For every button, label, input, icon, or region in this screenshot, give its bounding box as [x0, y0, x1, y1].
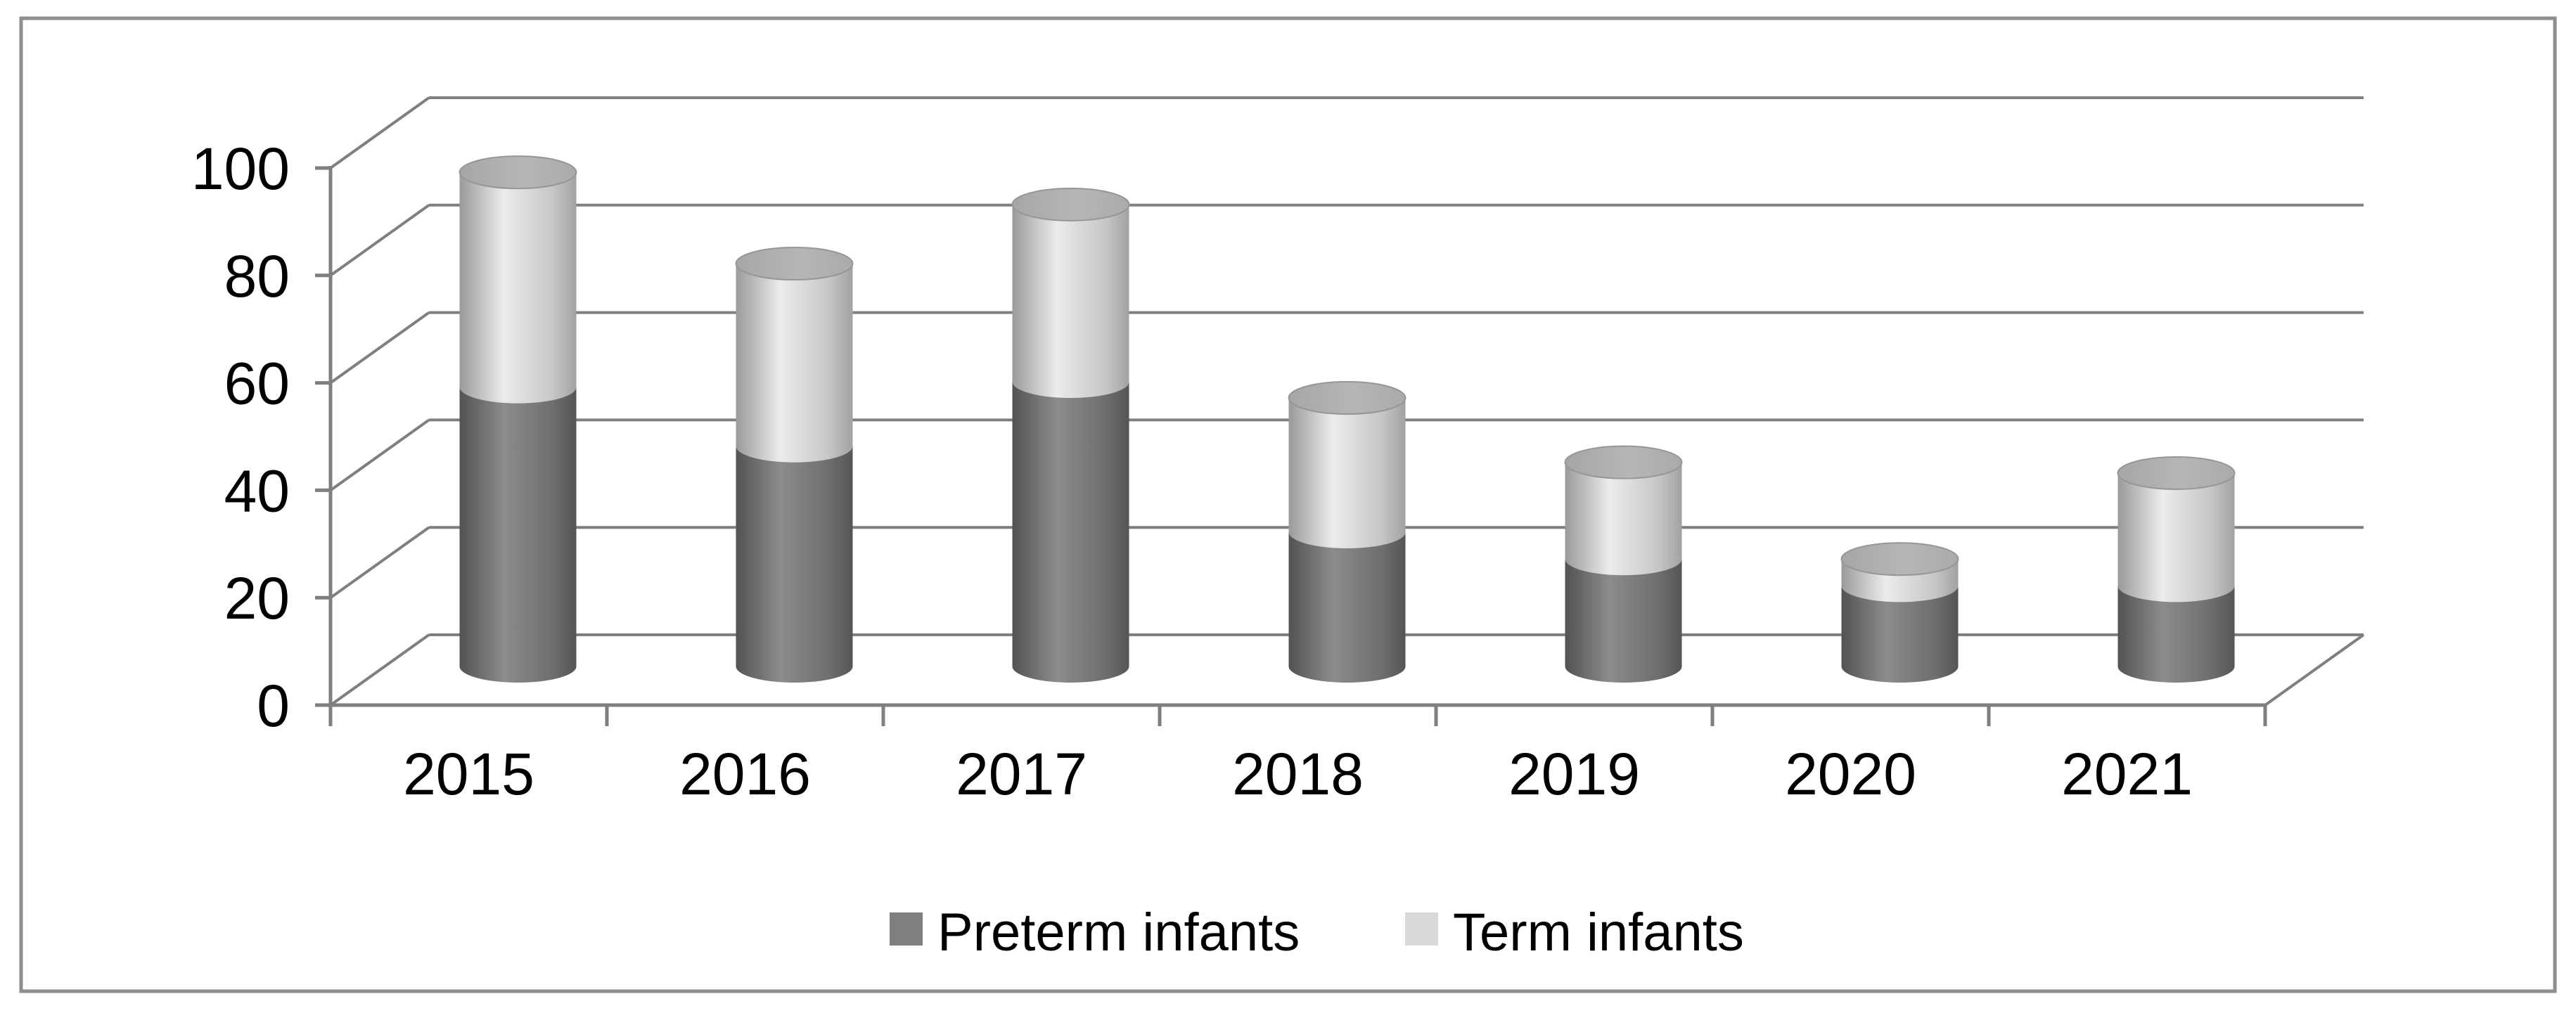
bar-2021-preterm-segment	[2117, 586, 2235, 683]
bar-2021-term-segment	[2117, 472, 2235, 602]
y-axis-label-20: 20	[224, 565, 290, 631]
bar-2019-preterm-segment	[1565, 559, 1682, 683]
legend-label-term: Term infants	[1453, 903, 1744, 962]
x-axis-label-2017: 2017	[956, 741, 1087, 807]
y-axis-label-60: 60	[224, 351, 290, 417]
bar-2017-term-segment	[1012, 204, 1129, 399]
gridline-depth-connector-40	[329, 418, 430, 492]
gridline-depth-connector-100	[329, 96, 430, 169]
y-axis-label-100: 100	[191, 136, 290, 202]
x-axis-label-2019: 2019	[1508, 741, 1640, 807]
x-axis-label-2018: 2018	[1232, 741, 1364, 807]
bar-2015-top-cap	[459, 155, 577, 190]
legend-label-preterm: Preterm infants	[937, 903, 1300, 962]
bar-2015-term-segment	[459, 172, 577, 404]
bar-2016-top-cap	[735, 247, 854, 280]
gridline-depth-connector-60	[329, 311, 430, 385]
y-axis-label-80: 80	[224, 243, 290, 309]
gridline-depth-connector-20	[329, 526, 430, 599]
bar-2018-preterm-segment	[1288, 532, 1406, 683]
gridline-depth-connector-80	[329, 204, 430, 277]
bar-2018-top-cap	[1288, 381, 1406, 415]
floor-right-edge	[2264, 633, 2365, 706]
figure-border	[19, 16, 2557, 993]
y-axis-label-0: 0	[257, 673, 290, 739]
legend-swatch-preterm	[890, 912, 923, 946]
bar-2021-top-cap	[2117, 456, 2236, 490]
bar-2017-top-cap	[1011, 187, 1130, 221]
x-axis-label-2020: 2020	[1785, 741, 1916, 807]
bar-2019-term-segment	[1565, 462, 1682, 576]
y-axis-label-40: 40	[224, 458, 290, 524]
bar-2016-term-segment	[736, 264, 853, 463]
bar-2015-preterm-segment	[459, 387, 577, 683]
x-axis-label-2016: 2016	[679, 741, 811, 807]
gridline-depth-connector-0	[329, 633, 430, 706]
x-axis-label-2021: 2021	[2061, 741, 2193, 807]
x-axis-label-2015: 2015	[403, 741, 534, 807]
bar-2016-preterm-segment	[736, 446, 853, 683]
bar-2019-top-cap	[1564, 445, 1683, 479]
bar-2020-top-cap	[1840, 542, 1959, 576]
bar-2017-preterm-segment	[1012, 382, 1129, 683]
bar-2018-term-segment	[1288, 398, 1406, 548]
legend-swatch-term	[1405, 912, 1438, 946]
bar-2020-preterm-segment	[1841, 586, 1959, 683]
